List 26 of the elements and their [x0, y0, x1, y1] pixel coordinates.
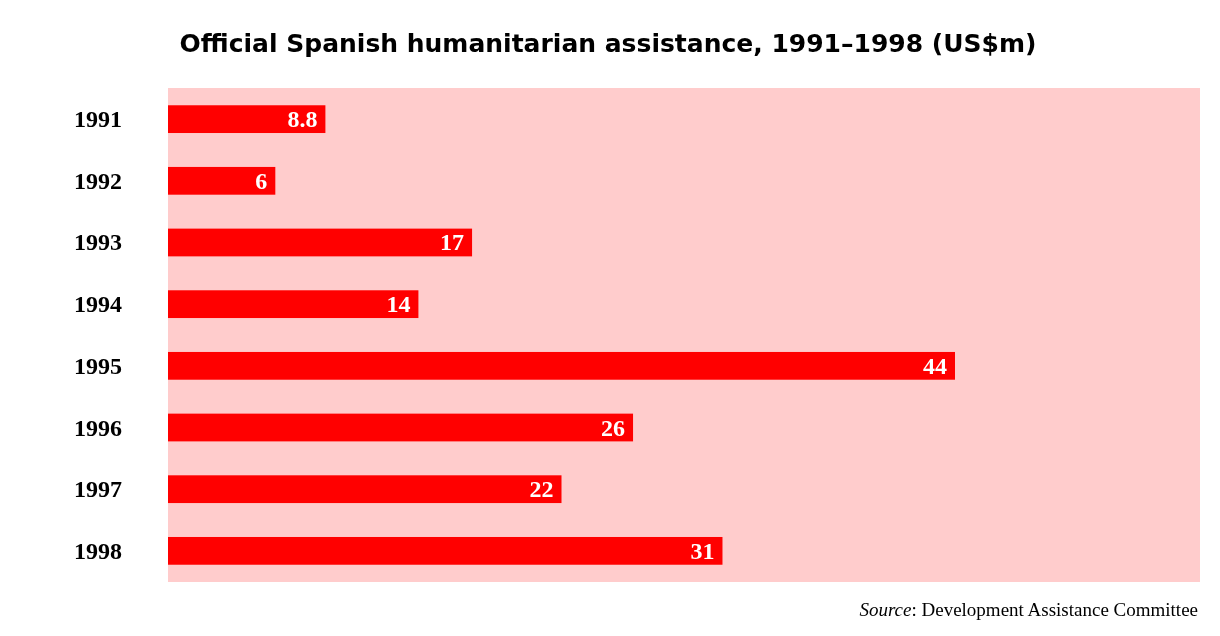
bar	[168, 290, 419, 319]
y-tick-label: 1998	[74, 537, 122, 564]
chart-title: Official Spanish humanitarian assistance, 1991–1998 (US$m)	[179, 29, 1037, 58]
y-tick-label: 1992	[74, 167, 122, 194]
y-tick-label: 1995	[74, 352, 122, 379]
data-label: 31	[690, 537, 715, 564]
y-tick-label: 1994	[74, 291, 122, 318]
data-label: 22	[529, 476, 554, 503]
data-label: 26	[601, 414, 626, 441]
bar	[168, 475, 562, 504]
y-tick-label: 1996	[74, 414, 122, 441]
bar	[168, 536, 723, 565]
y-tick-label: 1993	[74, 229, 122, 256]
bar	[168, 351, 955, 380]
source-note: Source: Development Assistance Committee	[859, 599, 1198, 620]
bar	[168, 413, 634, 442]
data-label: 17	[440, 229, 465, 256]
data-label: 8.8	[287, 106, 318, 133]
data-label: 14	[386, 291, 411, 318]
bar	[168, 105, 326, 134]
y-tick-label: 1997	[74, 476, 122, 503]
bar	[168, 166, 276, 195]
y-tick-label: 1991	[74, 106, 122, 133]
bar	[168, 228, 473, 257]
data-label: 6	[255, 167, 268, 194]
data-label: 44	[923, 352, 947, 379]
